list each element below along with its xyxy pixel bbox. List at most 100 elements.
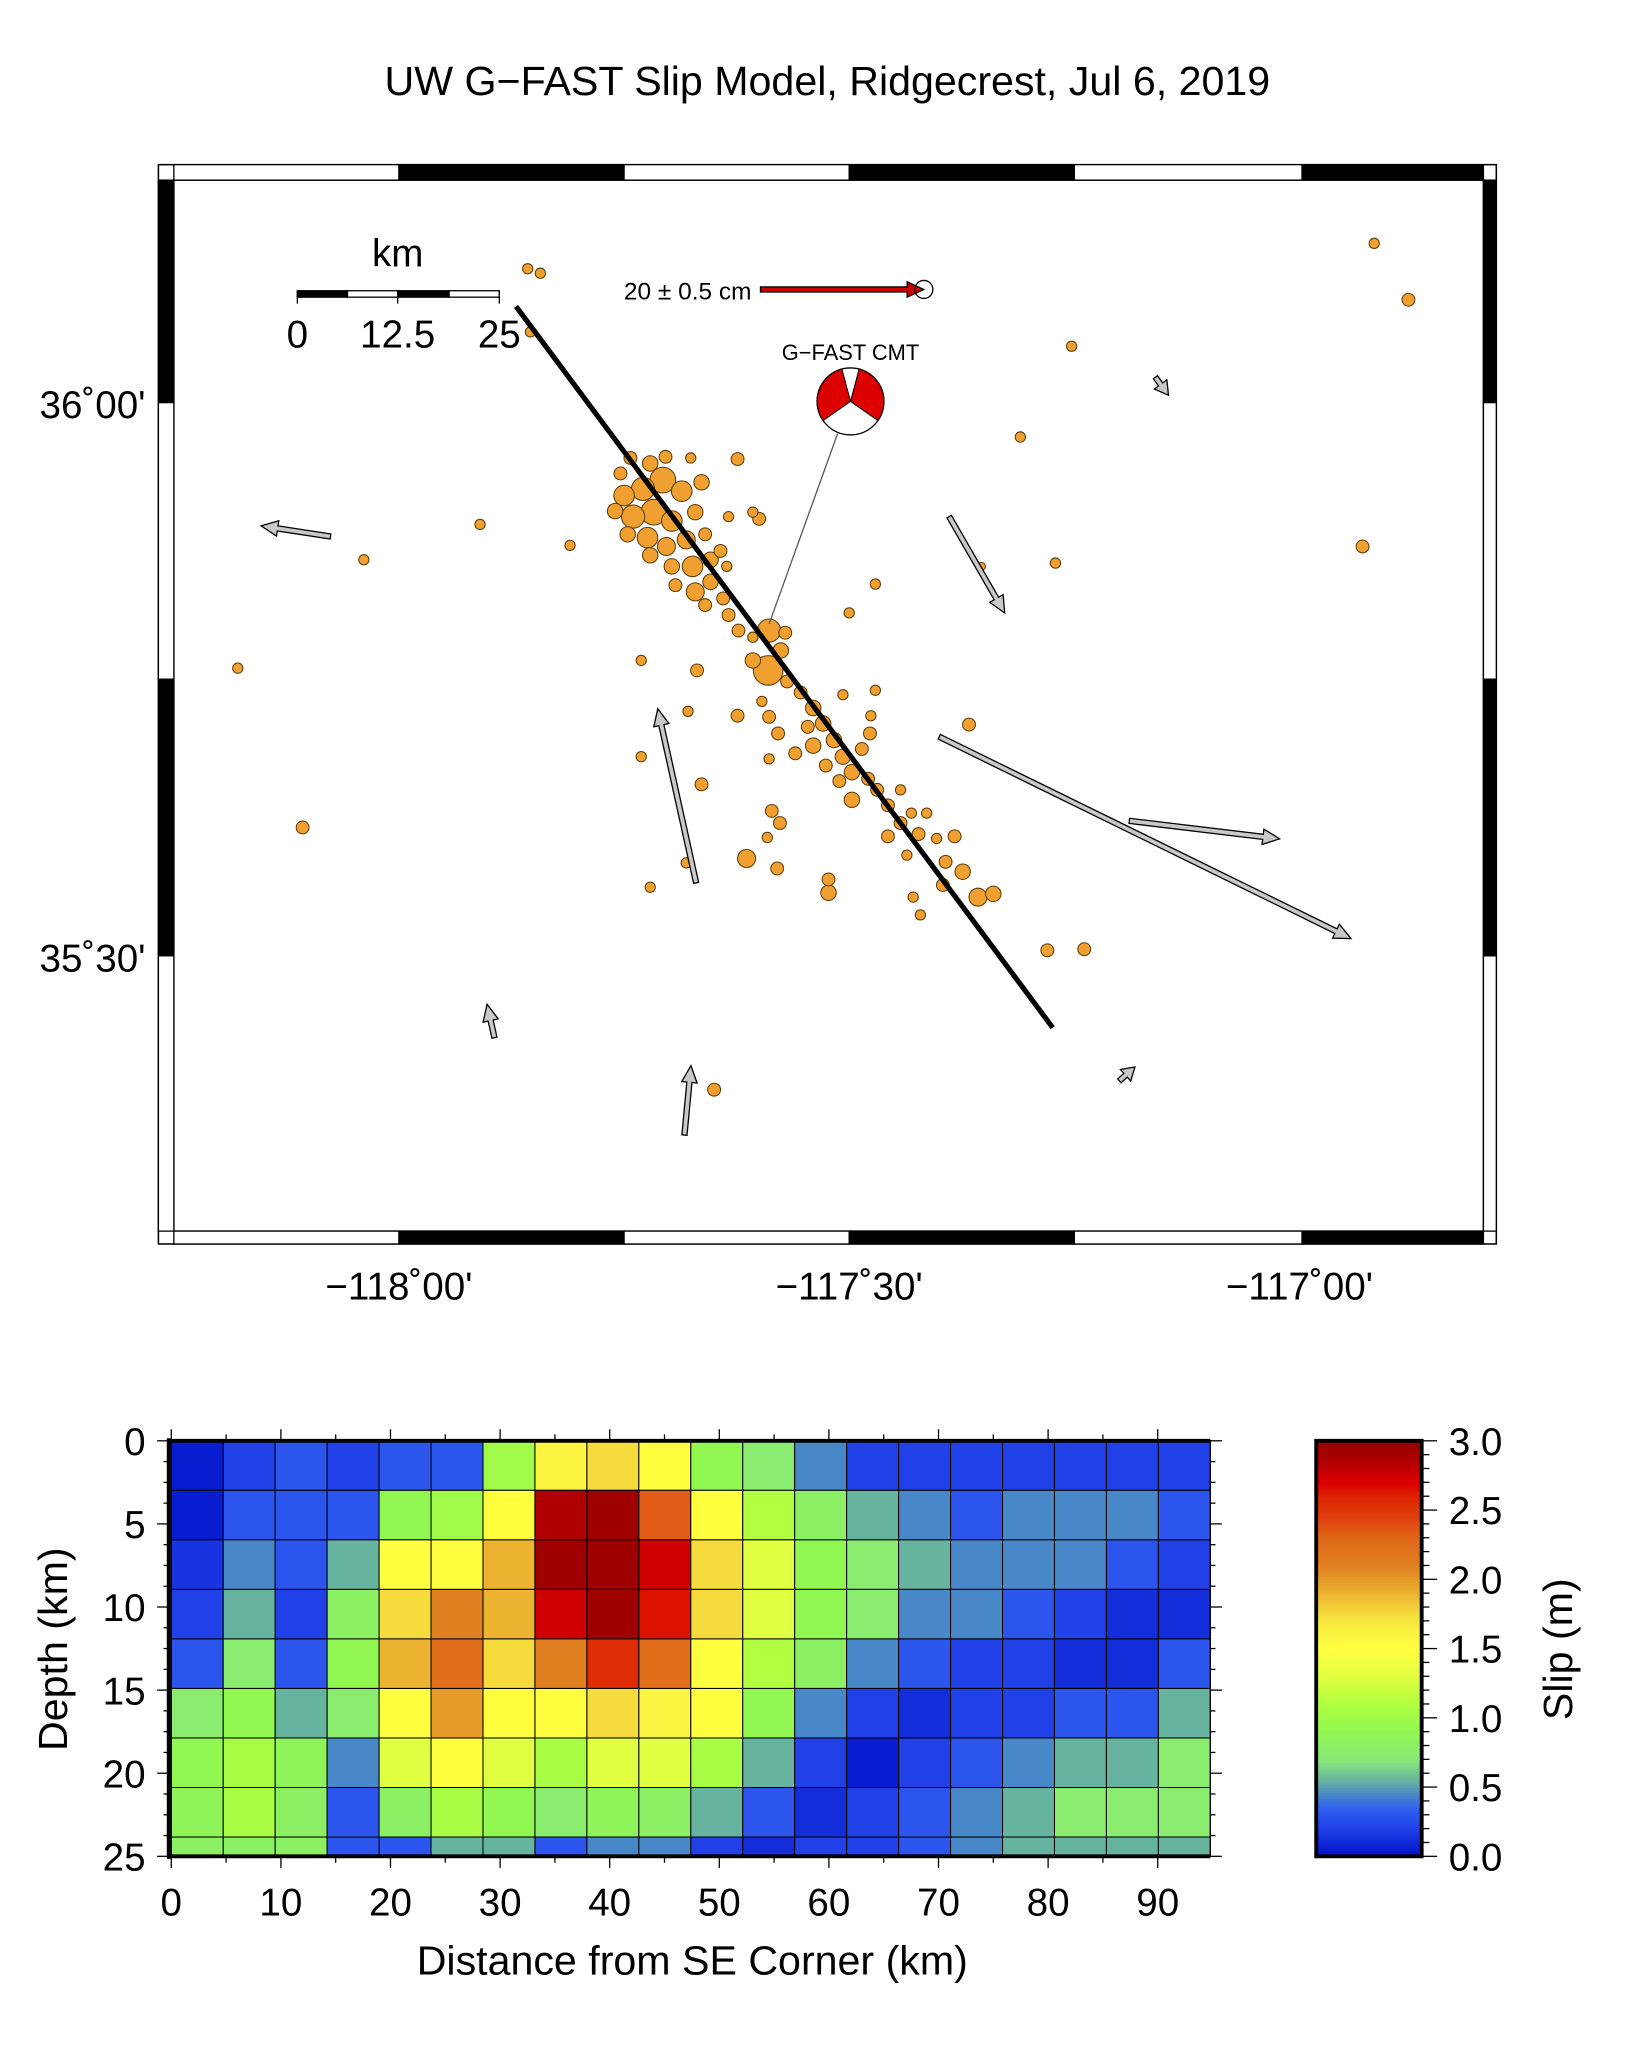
slip-patch	[1157, 1588, 1211, 1640]
earthquake-marker	[687, 503, 704, 521]
earthquake-marker	[707, 1082, 722, 1097]
colorbar-swatch	[1316, 1745, 1422, 1750]
slip-patch	[1105, 1836, 1159, 1857]
earthquake-marker	[658, 449, 673, 464]
earthquake-marker	[232, 662, 244, 674]
slip-patch	[1157, 1440, 1211, 1491]
earthquake-marker	[837, 689, 849, 701]
scale-bar-segment	[296, 290, 349, 298]
slip-patch	[222, 1440, 276, 1491]
earthquake-marker	[619, 526, 636, 543]
earthquake-marker	[690, 663, 704, 678]
earthquake-marker	[716, 591, 731, 606]
frame-segment-top	[1301, 164, 1485, 181]
slip-patch	[378, 1836, 432, 1857]
colorbar-swatch	[1316, 1640, 1422, 1644]
slip-patch	[586, 1786, 640, 1838]
colorbar-swatch	[1316, 1781, 1422, 1786]
earthquake-marker	[938, 854, 953, 869]
slip-patch	[690, 1737, 744, 1789]
colorbar-swatch	[1316, 1490, 1422, 1495]
colorbar-swatch	[1316, 1753, 1422, 1758]
slip-patch	[430, 1786, 484, 1838]
slip-patch	[222, 1836, 276, 1857]
colorbar-swatch	[1316, 1737, 1422, 1741]
earthquake-marker	[911, 827, 926, 842]
colorbar-swatch	[1316, 1687, 1422, 1691]
colorbar-tick-label: 2.5	[1449, 1490, 1503, 1533]
slip-patch	[846, 1786, 900, 1838]
earthquake-marker	[947, 829, 962, 844]
colorbar-swatch	[1316, 1604, 1422, 1608]
earthquake-marker	[788, 746, 803, 761]
slip-patch	[638, 1687, 692, 1739]
colorbar-swatch	[1316, 1576, 1422, 1581]
frame-segment-bottom	[398, 1230, 625, 1245]
slip-patch	[950, 1638, 1004, 1689]
colorbar-swatch	[1316, 1620, 1422, 1625]
slip-patch	[690, 1836, 744, 1857]
slip-patch	[846, 1638, 900, 1689]
colorbar-swatch	[1316, 1695, 1422, 1700]
colorbar-swatch	[1316, 1717, 1422, 1722]
slip-patch	[1053, 1440, 1107, 1491]
colorbar-swatch	[1316, 1848, 1422, 1852]
colorbar-swatch	[1316, 1546, 1422, 1550]
slip-patch	[586, 1638, 640, 1689]
earthquake-marker	[921, 807, 933, 819]
earthquake-marker	[737, 848, 757, 868]
fault-trace	[513, 304, 1055, 1030]
frame-segment-left	[157, 402, 175, 680]
earthquake-marker	[744, 652, 762, 669]
frame-segment-bottom	[623, 1230, 850, 1245]
earthquake-marker	[894, 784, 907, 796]
colorbar-swatch	[1316, 1823, 1422, 1827]
slip-patch	[794, 1539, 848, 1590]
colorbar-swatch	[1316, 1532, 1422, 1536]
slip-patch	[846, 1687, 900, 1739]
colorbar-swatch	[1316, 1609, 1422, 1614]
earthquake-marker	[644, 881, 656, 893]
frame-segment-right	[1482, 678, 1497, 957]
colorbar-swatch	[1316, 1482, 1422, 1486]
slip-patch	[794, 1588, 848, 1640]
colorbar-swatch	[1316, 1523, 1422, 1528]
scale-bar-segment	[397, 290, 450, 298]
slip-patch	[274, 1687, 328, 1739]
colorbar-swatch	[1316, 1548, 1422, 1553]
colorbar-swatch	[1316, 1798, 1422, 1802]
slip-patch	[1002, 1588, 1055, 1640]
colorbar-swatch	[1316, 1629, 1422, 1633]
cmt-leader-line	[768, 433, 839, 625]
slip-patch	[274, 1786, 328, 1838]
colorbar-swatch	[1316, 1537, 1422, 1542]
slip-patch	[950, 1737, 1004, 1789]
slip-patch	[1157, 1539, 1211, 1590]
colorbar-swatch	[1316, 1726, 1422, 1730]
slip-patch	[378, 1588, 432, 1640]
colorbar-swatch	[1316, 1598, 1422, 1603]
slip-patch	[742, 1836, 796, 1857]
colorbar-swatch	[1316, 1496, 1422, 1500]
gps-displacement-arrow	[680, 1064, 699, 1136]
colorbar-swatch	[1316, 1709, 1422, 1714]
earthquake-marker	[731, 623, 746, 638]
x-axis-label: Distance from SE Corner (km)	[417, 1938, 968, 1984]
colorbar-swatch	[1316, 1623, 1422, 1628]
earthquake-marker	[564, 539, 576, 552]
colorbar-swatch	[1316, 1670, 1422, 1675]
colorbar-label: Slip (m)	[1535, 1578, 1581, 1720]
slip-patch	[898, 1786, 952, 1838]
colorbar-swatch	[1316, 1587, 1422, 1592]
earthquake-marker	[865, 710, 877, 722]
colorbar-swatch	[1316, 1834, 1422, 1838]
x-tick-label: 40	[588, 1881, 631, 1924]
earthquake-marker	[869, 578, 882, 590]
colorbar-swatch	[1316, 1739, 1422, 1744]
slip-patch	[378, 1786, 432, 1838]
colorbar-swatch	[1316, 1595, 1422, 1600]
colorbar-tick-label: 0.5	[1449, 1767, 1503, 1810]
slip-patch	[638, 1588, 692, 1640]
earthquake-marker	[663, 558, 681, 575]
slip-patch	[1105, 1588, 1159, 1640]
